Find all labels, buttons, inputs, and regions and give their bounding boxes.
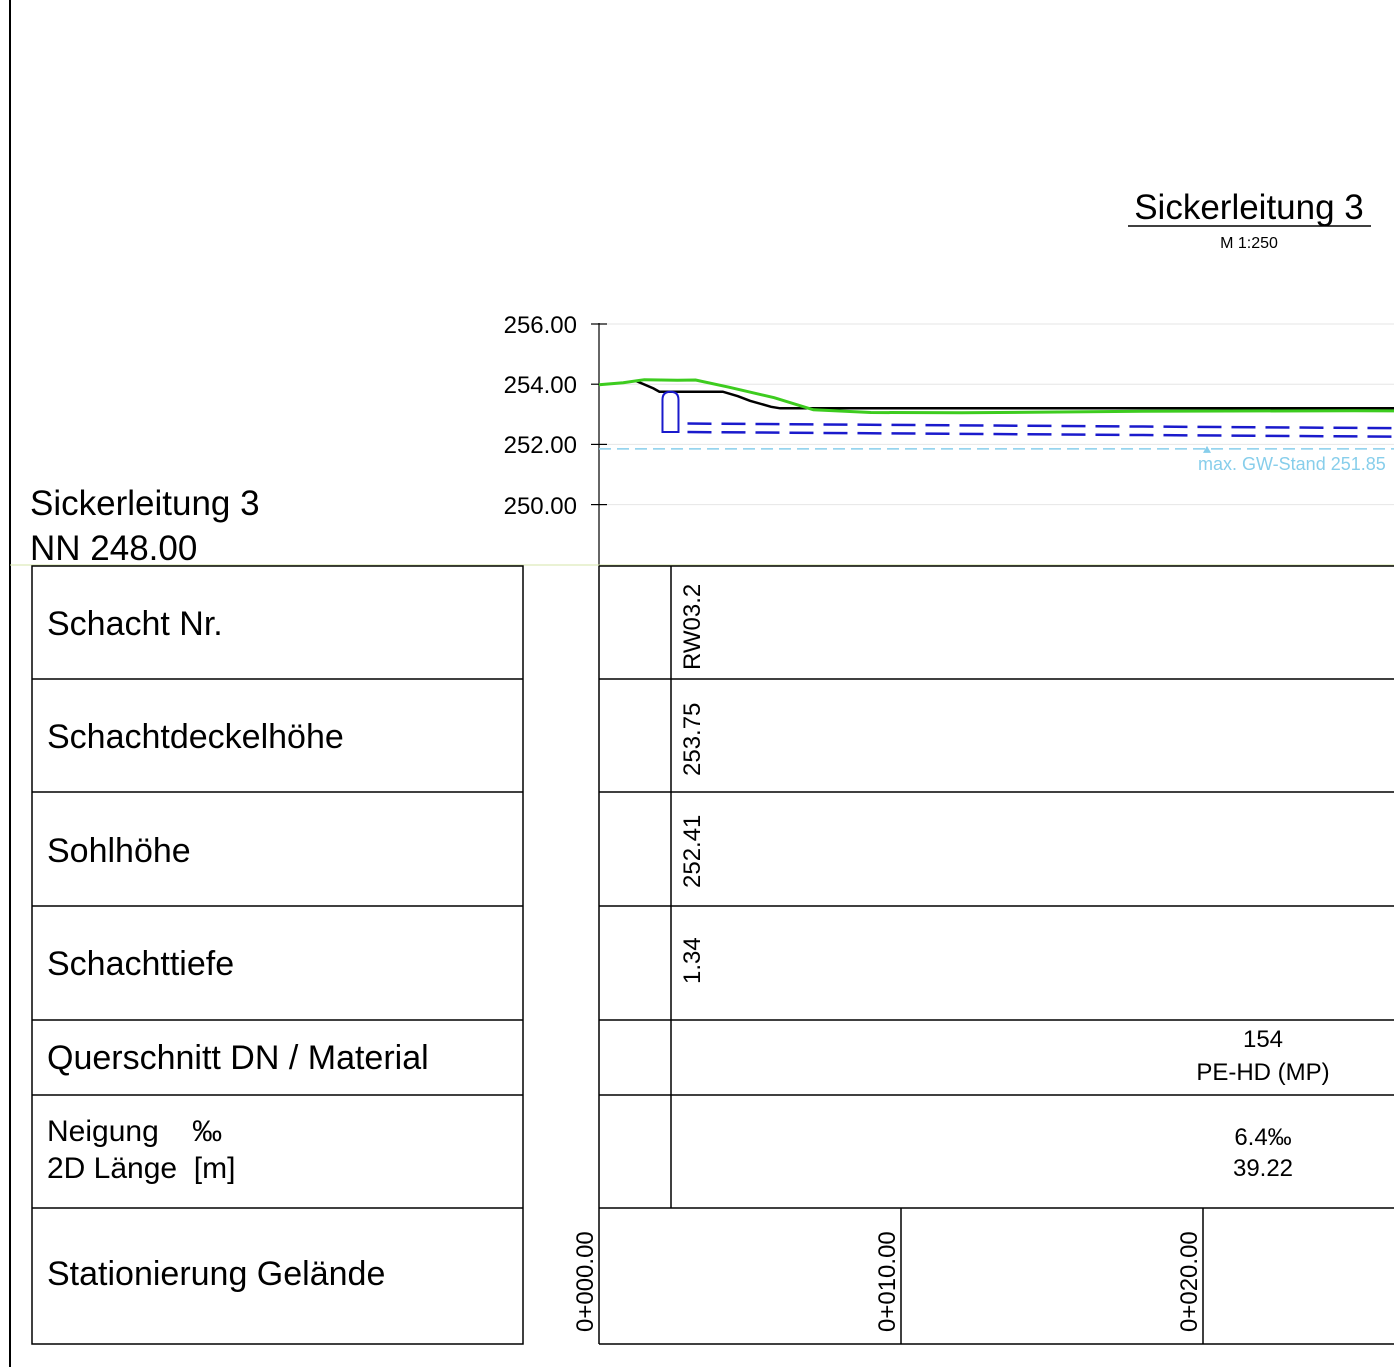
profile-left-title: Sickerleitung 3 bbox=[30, 484, 260, 523]
elevation-tick-label: 254.00 bbox=[504, 372, 577, 399]
pipe-slope-value: 6.4‰ bbox=[1234, 1124, 1291, 1151]
elevation-tick-label: 256.00 bbox=[504, 312, 577, 339]
datum-label: NN 248.00 bbox=[30, 529, 197, 568]
pipe-material-value: PE-HD (MP) bbox=[1196, 1059, 1329, 1086]
pipe-invert-line bbox=[687, 430, 1394, 438]
design-surface-line bbox=[634, 379, 1394, 410]
pipe-length-value: 39.22 bbox=[1233, 1155, 1293, 1182]
station-label-0: 0+000.00 bbox=[572, 1231, 599, 1332]
station-label-20: 0+020.00 bbox=[1176, 1231, 1203, 1332]
band-legend-table: Schacht Nr. Schachtdeckelhöhe Sohlhöhe S… bbox=[31, 565, 524, 1345]
legend-table-frame bbox=[31, 565, 524, 1345]
invert-height-value: 252.41 bbox=[679, 815, 706, 888]
pipe-crown-line bbox=[687, 422, 1394, 430]
groundwater-marker bbox=[1203, 445, 1211, 453]
groundwater-label: max. GW-Stand 251.85 bbox=[1198, 454, 1386, 474]
band-data-grid bbox=[598, 565, 1394, 1345]
drawing-title: Sickerleitung 3 bbox=[1134, 188, 1364, 227]
row-label-manhole-number: Schacht Nr. bbox=[47, 605, 223, 643]
row-label-cross-section: Querschnitt DN / Material bbox=[47, 1039, 429, 1077]
station-label-10: 0+010.00 bbox=[874, 1231, 901, 1332]
pipe-profile bbox=[687, 422, 1394, 438]
row-label-station: Stationierung Gelände bbox=[47, 1255, 385, 1293]
elevation-axis: 256.00 254.00 252.00 250.00 bbox=[504, 312, 577, 520]
row-label-cover-height: Schachtdeckelhöhe bbox=[47, 718, 344, 756]
profile-grid bbox=[591, 323, 1394, 506]
elevation-tick-label: 252.00 bbox=[504, 432, 577, 459]
row-label-invert-height: Sohlhöhe bbox=[47, 832, 191, 870]
manhole-shaft bbox=[661, 390, 680, 434]
manhole-depth-value: 1.34 bbox=[679, 937, 706, 984]
row-label-slope: Neigung ‰ bbox=[47, 1115, 222, 1148]
row-label-length: 2D Länge [m] bbox=[47, 1152, 235, 1185]
pipe-dn-value: 154 bbox=[1243, 1026, 1283, 1053]
manhole-number-value: RW03.2 bbox=[679, 584, 706, 670]
drawing-scale: M 1:250 bbox=[1220, 235, 1278, 252]
row-label-manhole-depth: Schachttiefe bbox=[47, 945, 234, 983]
cover-height-value: 253.75 bbox=[679, 703, 706, 776]
elevation-tick-label: 250.00 bbox=[504, 493, 577, 520]
terrain-line bbox=[598, 378, 1394, 415]
groundwater-level: max. GW-Stand 251.85 bbox=[599, 445, 1394, 474]
